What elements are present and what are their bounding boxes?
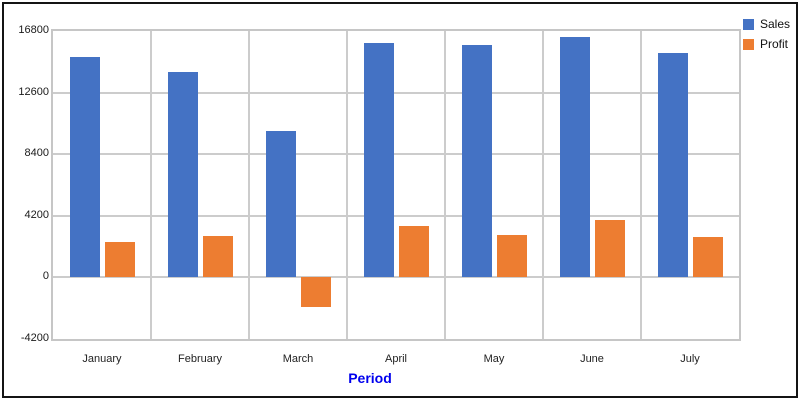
y-tick-label: -4200 xyxy=(20,332,49,344)
bar-profit-july xyxy=(692,237,723,278)
y-tick-label: 4200 xyxy=(24,208,49,221)
y-tick-label: 8400 xyxy=(24,147,49,160)
bar-profit-may xyxy=(496,234,527,278)
bar-profit-february xyxy=(202,236,233,278)
bar-sales-july xyxy=(657,53,688,278)
x-tick-label: February xyxy=(177,353,223,365)
gridline-vertical xyxy=(640,31,642,339)
bar-sales-april xyxy=(363,42,394,278)
x-tick-label: June xyxy=(580,353,604,365)
gridline-vertical xyxy=(542,31,544,339)
legend-swatch-sales xyxy=(743,18,754,30)
bar-profit-june xyxy=(594,220,625,278)
y-tick-label: 16800 xyxy=(18,24,49,36)
legend-item-sales: Sales xyxy=(743,14,790,34)
bar-sales-january xyxy=(69,57,100,278)
plot-area xyxy=(51,29,741,341)
x-tick-label: January xyxy=(82,353,122,365)
bar-profit-january xyxy=(104,242,135,278)
y-tick-label: 0 xyxy=(42,270,49,283)
gridline-horizontal xyxy=(53,214,739,217)
legend-item-profit: Profit xyxy=(743,34,790,54)
bar-sales-february xyxy=(167,72,198,278)
x-tick-label: March xyxy=(282,353,314,365)
gridline-vertical xyxy=(248,31,250,339)
legend-swatch-profit xyxy=(743,38,754,50)
bar-profit-april xyxy=(398,226,429,278)
bar-sales-june xyxy=(559,36,590,278)
x-axis-title: Period xyxy=(348,370,392,386)
legend: Sales Profit xyxy=(743,14,790,54)
x-tick-label: May xyxy=(483,353,505,365)
gridline-horizontal xyxy=(53,153,739,156)
gridline-horizontal xyxy=(53,91,739,94)
gridline-vertical xyxy=(346,31,348,339)
bar-sales-may xyxy=(461,44,492,278)
bar-profit-march xyxy=(300,277,331,308)
gridline-vertical xyxy=(150,31,152,339)
gridline-vertical xyxy=(444,31,446,339)
legend-label-sales: Sales xyxy=(760,17,791,31)
x-tick-label: April xyxy=(384,353,407,365)
legend-label-profit: Profit xyxy=(760,37,789,51)
y-tick-label: 12600 xyxy=(18,85,49,98)
bar-sales-march xyxy=(265,130,296,278)
x-tick-label: July xyxy=(680,353,700,365)
gridline-horizontal xyxy=(53,276,739,279)
